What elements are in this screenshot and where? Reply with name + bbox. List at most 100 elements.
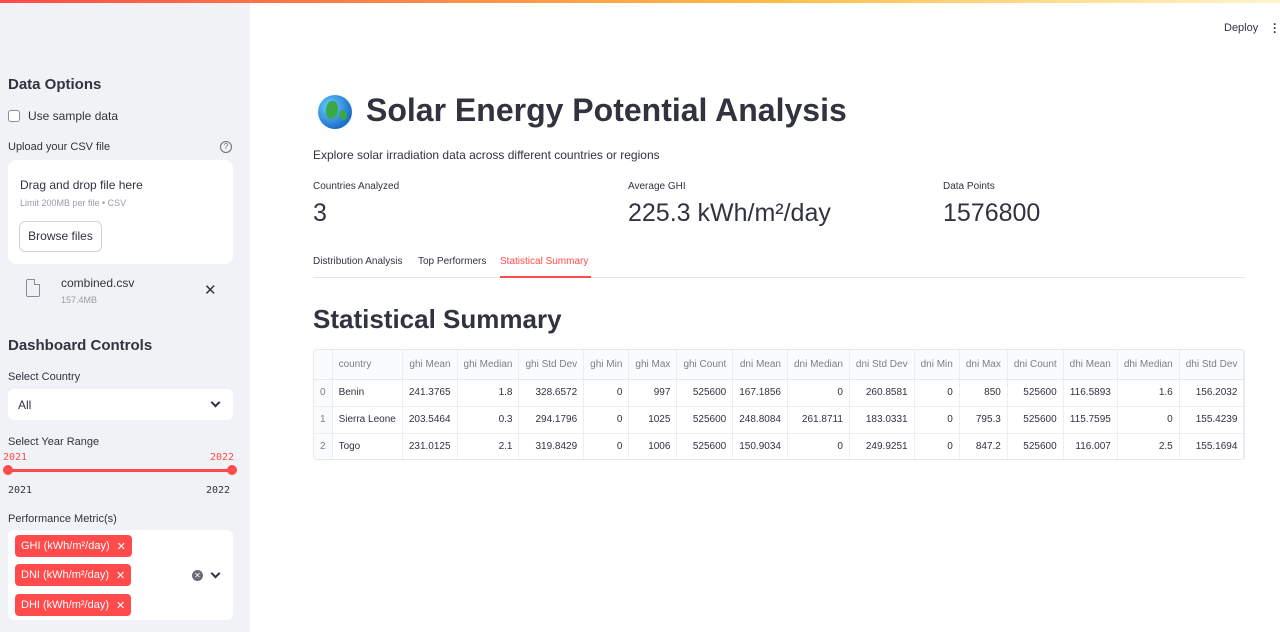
close-icon[interactable]: ✕ — [116, 599, 126, 612]
table-cell: 847.2 — [959, 433, 1008, 459]
tab-statistical-summary[interactable]: Statistical Summary — [500, 256, 589, 267]
table-cell: 0 — [787, 433, 850, 459]
active-tab-indicator — [500, 276, 591, 278]
column-header[interactable]: dni Mean — [732, 350, 788, 380]
column-header[interactable]: dni Std Dev — [849, 350, 915, 380]
country-select-value: All — [18, 398, 32, 412]
browse-files-button[interactable]: Browse files — [19, 221, 102, 252]
index-column-header — [314, 350, 333, 380]
metric-tag-dhi[interactable]: DHI (kWh/m²/day) ✕ — [15, 594, 132, 616]
column-header[interactable]: ghi Std Dev — [518, 350, 585, 380]
table-header-row: country ghi Mean ghi Median ghi Std Dev ghi … — [314, 350, 1244, 380]
file-dropzone[interactable]: Drag and drop file here Limit 200MB per … — [8, 160, 233, 264]
year-range-min-label: 2021 — [8, 485, 33, 496]
metric-ghi-value: 225.3 kWh/m²/day — [628, 199, 831, 227]
close-icon[interactable]: ✕ — [204, 282, 217, 299]
tab-distribution-analysis[interactable]: Distribution Analysis — [313, 256, 403, 267]
table-cell: 150.9034 — [732, 433, 788, 459]
data-options-heading: Data Options — [8, 76, 102, 93]
column-header[interactable]: dhi Median — [1117, 350, 1180, 380]
year-range-high-value: 2022 — [210, 452, 235, 463]
uploaded-file-row: combined.csv 157.4MB ✕ — [8, 269, 233, 311]
table-cell: 0 — [583, 379, 630, 407]
table-cell: 2.5 — [1117, 433, 1180, 459]
table-cell: 167.1856 — [732, 379, 788, 407]
deploy-button[interactable]: Deploy — [1224, 22, 1259, 34]
table-cell: 795.3 — [959, 406, 1008, 434]
table-cell: 155.1694 — [1179, 433, 1244, 459]
column-header[interactable]: ghi Count — [676, 350, 734, 380]
table-cell: 260.8581 — [849, 379, 915, 407]
chevron-down-icon[interactable] — [210, 568, 221, 579]
top-decoration-bar — [0, 0, 1280, 3]
column-header[interactable]: dni Min — [914, 350, 960, 380]
column-header[interactable]: ghi Mean — [402, 350, 458, 380]
table-cell: 525600 — [1007, 433, 1064, 459]
column-header[interactable]: dni Max — [959, 350, 1008, 380]
country-select[interactable]: All — [8, 389, 233, 420]
table-cell: 0 — [787, 379, 850, 407]
column-header[interactable]: dhi Std Dev — [1179, 350, 1244, 380]
close-icon[interactable]: ✕ — [116, 569, 126, 582]
metric-datapoints-value: 1576800 — [943, 199, 1041, 227]
table-cell: 328.6572 — [518, 379, 585, 407]
metric-ghi-label: Average GHI — [628, 181, 686, 192]
use-sample-checkbox[interactable] — [8, 110, 20, 122]
column-header[interactable]: dni Count — [1007, 350, 1064, 380]
column-header[interactable]: ghi Max — [628, 350, 678, 380]
table-cell: Sierra Leone — [332, 406, 403, 434]
more-vertical-icon[interactable]: · · · — [1273, 17, 1277, 39]
column-header[interactable]: ghi Median — [457, 350, 520, 380]
table-cell: 319.8429 — [518, 433, 585, 459]
close-icon[interactable]: ✕ — [116, 540, 126, 553]
metric-tag-ghi[interactable]: GHI (kWh/m²/day) ✕ — [15, 535, 132, 557]
table-cell: 155.4239 — [1179, 406, 1244, 434]
tab-top-performers[interactable]: Top Performers — [418, 256, 487, 267]
table-cell: 525600 — [676, 406, 734, 434]
table-cell: 2.1 — [457, 433, 520, 459]
table-cell: 850 — [959, 379, 1008, 407]
table-cell: 116.007 — [1063, 433, 1118, 459]
year-range-low-handle[interactable] — [3, 465, 13, 475]
column-header[interactable]: ghi Min — [583, 350, 630, 380]
table-cell: 116.5893 — [1063, 379, 1118, 407]
file-icon — [26, 279, 40, 297]
summary-table[interactable]: country ghi Mean ghi Median ghi Std Dev ghi … — [313, 349, 1245, 460]
use-sample-checkbox-row[interactable]: Use sample data — [8, 109, 118, 123]
table-cell: 203.5464 — [402, 406, 458, 434]
table-cell: 525600 — [676, 379, 734, 407]
table-cell: 1025 — [628, 406, 678, 434]
statistics-table: country ghi Mean ghi Median ghi Std Dev ghi … — [314, 350, 1244, 459]
metric-multiselect[interactable]: GHI (kWh/m²/day) ✕ DNI (kWh/m²/day) ✕ DH… — [8, 530, 233, 620]
page-subtitle: Explore solar irradiation data across di… — [313, 148, 660, 162]
table-row[interactable]: 1 Sierra Leone 203.5464 0.3 294.1796 0 1025 525… — [314, 406, 1244, 434]
tab-bar: Distribution Analysis Top Performers Sta… — [313, 256, 1245, 278]
table-cell: 249.9251 — [849, 433, 915, 459]
column-header[interactable]: dni Median — [787, 350, 850, 380]
section-title: Statistical Summary — [313, 304, 562, 334]
help-icon[interactable]: ? — [220, 141, 232, 153]
table-cell: 0 — [914, 379, 960, 407]
metric-tag-dni[interactable]: DNI (kWh/m²/day) ✕ — [15, 564, 132, 586]
table-row[interactable]: 2 Togo 231.0125 2.1 319.8429 0 1006 525600 150.9… — [314, 433, 1244, 459]
clear-icon[interactable]: ✕ — [192, 570, 203, 581]
column-header[interactable]: dhi Mean — [1063, 350, 1118, 380]
table-cell: 525600 — [1007, 379, 1064, 407]
row-index: 1 — [314, 406, 333, 434]
chevron-down-icon — [210, 397, 221, 408]
table-cell: 0.3 — [457, 406, 520, 434]
table-cell: 525600 — [1007, 406, 1064, 434]
table-cell: 1006 — [628, 433, 678, 459]
year-range-high-handle[interactable] — [227, 465, 237, 475]
row-index: 0 — [314, 379, 333, 407]
uploaded-file-size: 157.4MB — [61, 295, 98, 305]
column-header[interactable]: country — [332, 350, 403, 380]
year-range-label: Select Year Range — [8, 436, 100, 448]
table-cell: 1.8 — [457, 379, 520, 407]
dropzone-title: Drag and drop file here — [20, 178, 143, 192]
metric-countries-value: 3 — [313, 199, 327, 227]
upload-label: Upload your CSV file — [8, 141, 111, 153]
metric-tag-label: GHI (kWh/m²/day) — [21, 540, 110, 552]
table-row[interactable]: 0 Benin 241.3765 1.8 328.6572 0 997 525600 167.1… — [314, 379, 1244, 407]
year-range-track[interactable] — [8, 469, 232, 472]
